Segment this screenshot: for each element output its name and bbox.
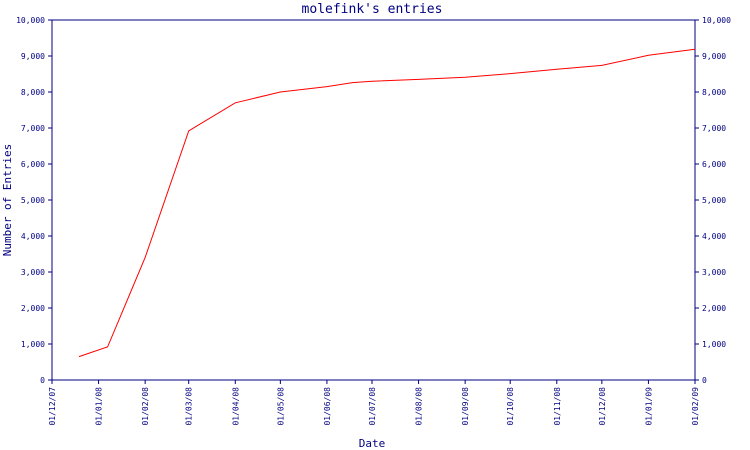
- y-tick-label: 5,000: [21, 196, 45, 205]
- right-y-axis: 0 1,000 2,000 3,000 4,000 5,000 6,000 7,000 8,00…: [695, 16, 731, 385]
- left-y-axis: 0 1,000 2,000 3,000 4,000 5,000 6,000 7,000 8,00…: [16, 16, 52, 385]
- y-tick-label: 4,000: [21, 232, 45, 241]
- x-tick-label: 01/08/08: [415, 387, 424, 426]
- y-tick-label-right: 3,000: [702, 268, 726, 277]
- x-tick-label: 01/04/08: [231, 387, 240, 426]
- y-tick-label-right: 9,000: [702, 52, 726, 61]
- y-tick-label-right: 0: [702, 376, 707, 385]
- x-tick-label: 01/02/08: [141, 387, 150, 426]
- x-tick-label: 01/05/08: [276, 387, 285, 426]
- x-tick-label: 01/01/08: [95, 387, 104, 426]
- y-tick-label: 10,000: [16, 16, 45, 25]
- y-tick-label-right: 6,000: [702, 160, 726, 169]
- series-layer: [78, 48, 696, 358]
- y-tick-label: 7,000: [21, 124, 45, 133]
- x-tick-label: 01/09/08: [461, 387, 470, 426]
- x-tick-label: 01/01/09: [644, 387, 653, 426]
- y-tick-label-right: 4,000: [702, 232, 726, 241]
- chart-title: molefink's entries: [302, 2, 443, 17]
- x-tick-label: 01/07/08: [368, 387, 377, 426]
- x-tick-label: 01/10/08: [506, 387, 515, 426]
- y-tick-label-right: 2,000: [702, 304, 726, 313]
- y-tick-label-right: 8,000: [702, 88, 726, 97]
- series-line: [78, 48, 696, 358]
- x-tick-label: 01/02/09: [691, 387, 700, 426]
- y-tick-label: 2,000: [21, 304, 45, 313]
- x-tick-label: 01/03/08: [185, 387, 194, 426]
- y-tick-label: 3,000: [21, 268, 45, 277]
- plot-area-frame: [51, 19, 696, 381]
- x-axis-label: Date: [359, 437, 386, 450]
- x-tick-label: 01/06/08: [323, 387, 332, 426]
- y-tick-label: 1,000: [21, 340, 45, 349]
- y-tick-label-right: 1,000: [702, 340, 726, 349]
- x-tick-label: 01/12/08: [598, 387, 607, 426]
- y-tick-label: 8,000: [21, 88, 45, 97]
- x-tick-label: 01/11/08: [553, 387, 562, 426]
- y-tick-label: 6,000: [21, 160, 45, 169]
- y-tick-label-right: 7,000: [702, 124, 726, 133]
- y-tick-label-right: 5,000: [702, 196, 726, 205]
- y-tick-label-right: 10,000: [702, 16, 731, 25]
- y-tick-label: 0: [40, 376, 45, 385]
- y-axis-label: Number of Entries: [1, 144, 14, 257]
- x-axis: 01/12/07 01/01/08 01/02/08 01/03/08 01/04/08…: [48, 380, 700, 426]
- x-tick-label: 01/12/07: [48, 387, 57, 426]
- y-tick-label: 9,000: [21, 52, 45, 61]
